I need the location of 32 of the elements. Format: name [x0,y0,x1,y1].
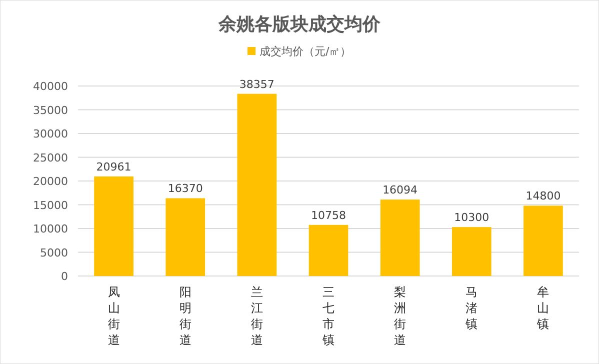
legend-label: 成交均价（元/㎡） [260,45,352,58]
data-label: 16094 [382,184,418,197]
bar [308,224,348,276]
bar [166,198,206,276]
data-label: 20961 [96,160,132,174]
x-tick-label: 梨洲街道 [394,285,406,347]
data-label: 16370 [168,182,203,196]
bar [524,206,563,276]
y-tick-label: 35000 [33,104,68,117]
x-tick-label: 兰江街道 [250,285,263,347]
y-tick-label: 15000 [33,198,68,212]
data-label: 10758 [311,208,346,222]
x-tick-label: 马渚镇 [464,285,478,331]
x-tick-label: 凤山街道 [108,285,120,347]
bar [94,176,134,276]
x-tick-label: 阳明街道 [179,285,192,347]
chart-title: 余姚各版块成交均价 [218,14,382,35]
x-tick-label: 三七市镇 [322,285,334,347]
data-label: 38357 [239,78,274,91]
bar [237,94,277,276]
y-tick-label: 40000 [33,80,68,93]
y-tick-label: 10000 [33,222,68,236]
bar [452,227,492,276]
y-tick-label: 25000 [33,151,68,164]
y-tick-label: 20000 [33,175,68,188]
data-label: 14800 [526,190,561,203]
bar [380,200,420,276]
x-tick-label: 牟山镇 [536,285,550,331]
y-tick-label: 0 [61,270,68,283]
y-tick-label: 5000 [40,246,68,260]
data-label: 10300 [454,211,490,224]
y-tick-label: 30000 [33,128,68,140]
